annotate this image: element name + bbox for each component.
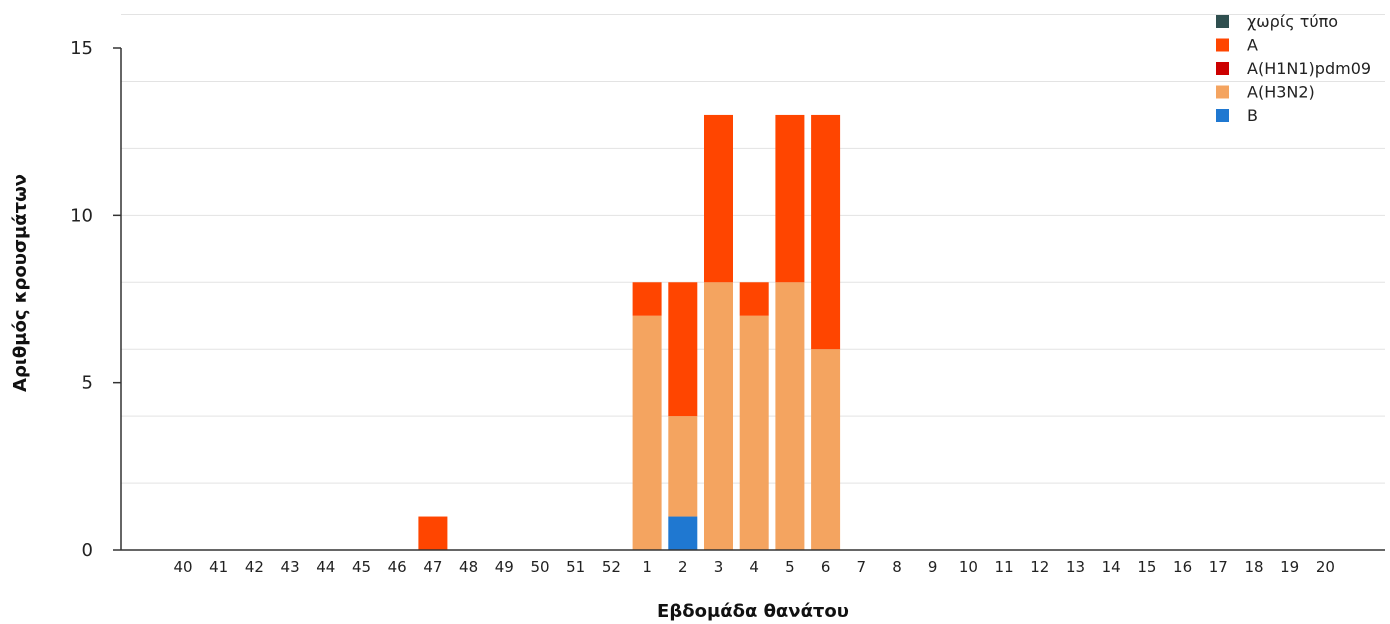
x-tick-label: 19	[1280, 558, 1299, 576]
bar-segment	[739, 315, 769, 550]
x-tick-label: 2	[678, 558, 688, 576]
x-tick-label: 1	[642, 558, 652, 576]
bar-segment	[739, 282, 769, 316]
x-tick-label: 46	[388, 558, 407, 576]
legend-label: A(H3N2)	[1247, 83, 1315, 102]
x-tick-label: 11	[995, 558, 1014, 576]
x-tick-label: 10	[959, 558, 978, 576]
x-tick-label: 51	[566, 558, 585, 576]
bar-segment	[668, 416, 698, 517]
x-tick-label: 44	[316, 558, 335, 576]
legend-label: B	[1247, 106, 1258, 125]
x-tick-label: 14	[1102, 558, 1121, 576]
bar-segment	[811, 349, 841, 550]
axes	[120, 48, 1385, 551]
x-tick-label: 5	[785, 558, 795, 576]
x-tick-label: 13	[1066, 558, 1085, 576]
y-tick-label: 10	[70, 205, 93, 226]
bar-segment	[418, 516, 448, 550]
x-tick-label: 3	[714, 558, 724, 576]
y-tick-label: 15	[70, 38, 93, 59]
x-tick-label: 49	[495, 558, 514, 576]
bar-segment	[704, 282, 733, 550]
bar-segment	[632, 315, 662, 550]
legend-swatch	[1216, 15, 1229, 28]
x-tick-label: 17	[1209, 558, 1228, 576]
bar-segment	[775, 282, 805, 550]
x-tick-label: 9	[928, 558, 938, 576]
x-tick-label: 15	[1137, 558, 1156, 576]
x-tick-label: 43	[281, 558, 300, 576]
x-tick-label: 41	[209, 558, 228, 576]
bar-segment	[668, 282, 698, 417]
y-tick-label: 5	[82, 373, 93, 394]
legend-swatch	[1216, 85, 1229, 99]
legend-swatch	[1216, 109, 1229, 122]
bar-segment	[632, 282, 662, 316]
legend-label: A	[1247, 36, 1258, 55]
bar-segment	[704, 114, 733, 283]
y-tick-label: 0	[82, 540, 93, 561]
x-tick-labels: 40 41 42 43 44 45 46 47 48 49 50 51 52 1 2 3 4 5 6 7 8 9 10 11 1…	[173, 558, 1334, 576]
x-tick-label: 8	[892, 558, 902, 576]
x-tick-label: 6	[821, 558, 831, 576]
x-tick-label: 40	[173, 558, 192, 576]
bars	[418, 114, 841, 550]
x-tick-label: 48	[459, 558, 478, 576]
x-axis-title: Εβδομάδα θανάτου	[657, 601, 849, 622]
legend-label: A(H1N1)pdm09	[1247, 59, 1371, 78]
x-tick-label: 47	[423, 558, 442, 576]
x-tick-label: 4	[749, 558, 759, 576]
bar-segment	[775, 114, 805, 283]
x-tick-label: 52	[602, 558, 621, 576]
legend-swatch	[1216, 62, 1229, 75]
legend-swatch	[1216, 38, 1229, 52]
x-tick-label: 12	[1030, 558, 1049, 576]
x-tick-label: 18	[1244, 558, 1263, 576]
gridlines	[121, 14, 1385, 484]
y-axis-title: Αριθμός κρουσμάτων	[10, 174, 31, 392]
x-tick-label: 20	[1316, 558, 1335, 576]
x-tick-label: 42	[245, 558, 264, 576]
bar-segment	[668, 516, 698, 550]
x-tick-label: 16	[1173, 558, 1192, 576]
x-tick-label: 7	[857, 558, 867, 576]
x-tick-label: 45	[352, 558, 371, 576]
x-tick-label: 50	[530, 558, 549, 576]
y-tick-labels: 0 5 10 15	[70, 38, 121, 561]
legend-label: χωρίς τύπο	[1247, 12, 1338, 31]
legend: χωρίς τύπο A A(H1N1)pdm09 A(H3N2) B	[1216, 12, 1371, 125]
bar-segment	[811, 114, 841, 350]
